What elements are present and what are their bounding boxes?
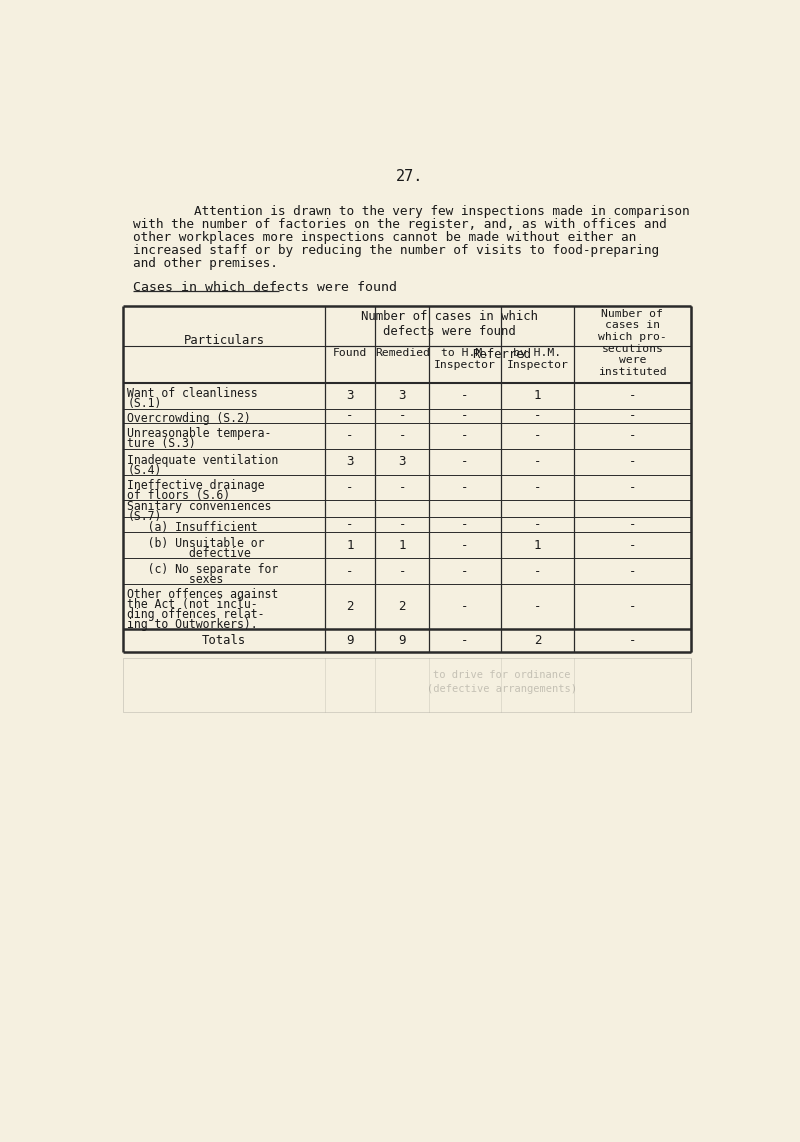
- Text: and other premises.: and other premises.: [133, 257, 278, 271]
- Text: Referred: Referred: [472, 348, 531, 361]
- Text: Particulars: Particulars: [183, 333, 265, 347]
- Text: 3: 3: [346, 456, 354, 468]
- Text: -: -: [462, 517, 469, 531]
- Text: -: -: [398, 429, 406, 442]
- Text: Number of
cases in
which pro-
secutions
were
instituted: Number of cases in which pro- secutions …: [598, 308, 667, 377]
- Text: Inadequate ventilation: Inadequate ventilation: [127, 453, 278, 467]
- Text: -: -: [534, 517, 542, 531]
- Text: -: -: [629, 539, 636, 552]
- Text: Cases in which defects were found: Cases in which defects were found: [133, 281, 397, 293]
- Text: 27.: 27.: [396, 169, 424, 184]
- Text: -: -: [629, 634, 636, 648]
- Text: Totals: Totals: [202, 634, 246, 648]
- Text: -: -: [629, 409, 636, 423]
- Text: (defective arrangements): (defective arrangements): [427, 684, 577, 693]
- Text: Ineffective drainage: Ineffective drainage: [127, 478, 265, 492]
- Text: (b) Unsuitable or: (b) Unsuitable or: [127, 537, 265, 549]
- Text: -: -: [629, 481, 636, 493]
- Text: (c) No separate for: (c) No separate for: [127, 563, 278, 576]
- Text: 9: 9: [346, 634, 354, 648]
- Text: -: -: [534, 481, 542, 493]
- Text: 2: 2: [346, 601, 354, 613]
- Text: -: -: [462, 456, 469, 468]
- Text: 1: 1: [398, 539, 406, 552]
- Text: -: -: [462, 634, 469, 648]
- Text: -: -: [534, 565, 542, 578]
- Text: 3: 3: [346, 389, 354, 402]
- Text: 3: 3: [398, 389, 406, 402]
- Text: 2: 2: [398, 601, 406, 613]
- Text: 9: 9: [398, 634, 406, 648]
- Text: -: -: [462, 539, 469, 552]
- Text: -: -: [534, 409, 542, 423]
- Text: -: -: [346, 409, 354, 423]
- Text: to H.M.
Inspector: to H.M. Inspector: [434, 348, 496, 370]
- Text: (S.1): (S.1): [127, 397, 162, 410]
- Text: other workplaces more inspections cannot be made without either an: other workplaces more inspections cannot…: [133, 231, 636, 244]
- Text: -: -: [346, 565, 354, 578]
- Text: (S.4): (S.4): [127, 464, 162, 476]
- Text: sexes: sexes: [127, 573, 223, 586]
- Text: 2: 2: [534, 634, 542, 648]
- Text: 1: 1: [346, 539, 354, 552]
- Text: -: -: [462, 389, 469, 402]
- Text: -: -: [462, 409, 469, 423]
- Text: -: -: [629, 456, 636, 468]
- Text: 3: 3: [398, 456, 406, 468]
- Text: to drive for ordinance: to drive for ordinance: [433, 670, 570, 679]
- Text: -: -: [398, 565, 406, 578]
- Text: -: -: [398, 409, 406, 423]
- Text: Want of cleanliness: Want of cleanliness: [127, 387, 258, 401]
- Text: by H.M.
Inspector: by H.M. Inspector: [506, 348, 569, 370]
- Text: with the number of factories on the register, and, as with offices and: with the number of factories on the regi…: [133, 218, 666, 231]
- Text: -: -: [398, 481, 406, 493]
- Text: ding offences relat-: ding offences relat-: [127, 609, 265, 621]
- Text: -: -: [346, 429, 354, 442]
- Text: -: -: [534, 429, 542, 442]
- Text: -: -: [629, 429, 636, 442]
- Text: -: -: [629, 565, 636, 578]
- Text: (S.7): (S.7): [127, 509, 162, 523]
- Text: Number of cases in which
defects were found: Number of cases in which defects were fo…: [361, 309, 538, 338]
- Text: -: -: [629, 601, 636, 613]
- Text: 1: 1: [534, 389, 542, 402]
- Text: -: -: [346, 481, 354, 493]
- Text: Sanitary conveniences: Sanitary conveniences: [127, 500, 271, 513]
- Text: Attention is drawn to the very few inspections made in comparison: Attention is drawn to the very few inspe…: [133, 204, 689, 218]
- Text: -: -: [462, 429, 469, 442]
- Text: Unreasonable tempera-: Unreasonable tempera-: [127, 427, 271, 441]
- Text: -: -: [629, 389, 636, 402]
- Text: -: -: [534, 601, 542, 613]
- Text: ture (S.3): ture (S.3): [127, 437, 196, 450]
- Text: Remedied: Remedied: [374, 348, 430, 359]
- Text: increased staff or by reducing the number of visits to food-preparing: increased staff or by reducing the numbe…: [133, 244, 658, 257]
- Text: of floors (S.6): of floors (S.6): [127, 489, 230, 502]
- Text: Other offences against: Other offences against: [127, 588, 278, 601]
- Text: -: -: [462, 565, 469, 578]
- Text: -: -: [462, 601, 469, 613]
- Text: 1: 1: [534, 539, 542, 552]
- Text: -: -: [462, 481, 469, 493]
- Text: -: -: [398, 517, 406, 531]
- Text: -: -: [534, 456, 542, 468]
- Text: -: -: [629, 517, 636, 531]
- Text: Found: Found: [333, 348, 367, 359]
- Text: ing to Outworkers).: ing to Outworkers).: [127, 618, 258, 632]
- Text: (a) Insufficient: (a) Insufficient: [127, 521, 258, 534]
- Text: defective: defective: [127, 547, 251, 560]
- Text: the Act (not inclu-: the Act (not inclu-: [127, 598, 258, 611]
- Text: Overcrowding (S.2): Overcrowding (S.2): [127, 412, 251, 425]
- Text: -: -: [346, 517, 354, 531]
